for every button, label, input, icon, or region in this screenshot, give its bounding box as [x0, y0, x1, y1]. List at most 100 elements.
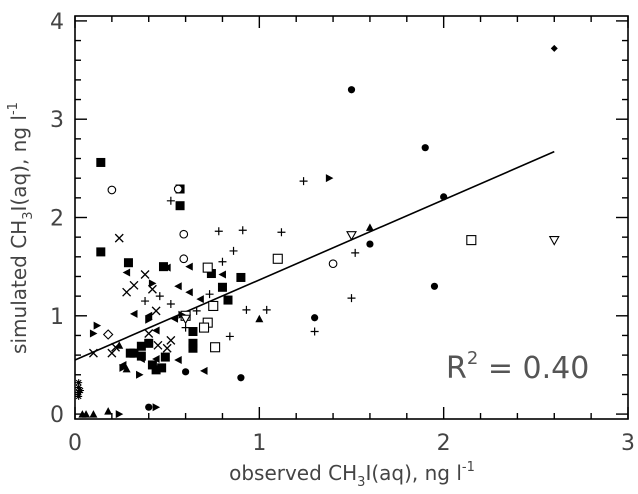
triangle-left-point: [218, 270, 226, 279]
plus-point: [155, 292, 164, 301]
y-tick-label: 4: [50, 10, 64, 35]
axis-ticks: [74, 16, 629, 419]
square-open-point: [210, 342, 221, 353]
x-axis-title: observed CH3I(aq), ng l-1: [229, 460, 475, 490]
triangle-down-point: [548, 236, 560, 246]
r2-superscript: 2: [467, 348, 478, 369]
triangle-down-point: [180, 314, 192, 325]
square-filled-point: [144, 338, 154, 348]
triangle-right-point: [115, 410, 124, 419]
plus-point: [229, 246, 238, 255]
triangle-down-point: [346, 231, 357, 241]
square-filled-point: [206, 269, 216, 279]
triangle-left-point: [152, 355, 160, 364]
plus-point: [225, 332, 234, 341]
y-title-subscript: 3: [21, 212, 36, 220]
square-filled-point: [157, 363, 167, 373]
square-filled-point: [188, 327, 198, 337]
triangle-left-point: [129, 309, 138, 318]
square-open-point: [272, 253, 283, 264]
plus-point: [166, 299, 175, 308]
axis-tick-labels: 0 1 2 3 0 1 2 3 4: [50, 10, 635, 456]
circle-filled-point: [237, 374, 245, 382]
plus-point: [141, 297, 150, 306]
circle-filled-point: [440, 193, 448, 201]
plus-point: [214, 227, 223, 236]
triangle-left-point: [196, 295, 204, 304]
plus-point: [166, 196, 175, 205]
square-filled-point: [188, 338, 198, 348]
y-title-superscript: -1: [6, 102, 21, 115]
square-open-point: [202, 262, 213, 273]
plus-point: [262, 305, 271, 314]
plus-point: [310, 327, 319, 336]
y-axis-title: simulated CH3I(aq), ng l-1: [6, 102, 36, 354]
square-filled-point: [151, 365, 161, 375]
plus-point: [238, 226, 247, 235]
square-filled-point: [136, 341, 146, 351]
square-filled-point: [96, 157, 106, 167]
triangle-left-point: [144, 311, 153, 320]
star-point: [75, 384, 83, 392]
plus-point: [242, 305, 251, 314]
r2-base: R: [446, 351, 467, 386]
triangle-up-point: [115, 341, 124, 349]
x-point: [144, 329, 154, 338]
triangle-right-point: [148, 279, 157, 288]
x-title-superscript: -1: [462, 460, 475, 475]
x-point: [114, 233, 124, 243]
x-title-subscript: 3: [357, 475, 365, 490]
square-filled-point: [188, 343, 198, 353]
square-filled-point: [223, 295, 233, 305]
square-filled-point: [147, 360, 157, 370]
triangle-left-point: [200, 366, 208, 375]
triangle-left-point: [163, 263, 171, 272]
triangle-right-point: [145, 315, 153, 324]
circle-filled-point: [421, 144, 429, 152]
triangle-left-point: [185, 262, 193, 271]
circle-open-point: [328, 259, 338, 269]
triangle-up-point: [82, 410, 91, 418]
circle-filled-point: [182, 368, 190, 376]
square-filled-point: [175, 201, 185, 211]
plus-point: [205, 290, 214, 299]
y-tick-label: 0: [50, 403, 64, 428]
plus-point: [299, 177, 308, 186]
triangle-left-point: [137, 355, 145, 364]
diamond-filled-point: [550, 44, 558, 52]
triangle-up-point: [255, 314, 264, 323]
triangle-up-point: [365, 223, 374, 231]
square-filled-point: [217, 282, 227, 292]
y-title-prefix: simulated CH: [7, 220, 31, 354]
circle-filled-point: [366, 240, 374, 248]
y-tick-label: 3: [50, 108, 64, 133]
triangle-right-point: [119, 363, 127, 372]
plus-point: [347, 294, 356, 303]
star-point: [75, 392, 83, 400]
triangle-left-point: [122, 268, 131, 277]
triangle-up-point: [104, 407, 113, 415]
plus-point: [277, 228, 286, 237]
x-point: [153, 340, 163, 350]
plus-point: [218, 257, 227, 266]
square-filled-point: [160, 352, 170, 362]
triangle-up-point: [122, 364, 131, 373]
circle-filled-point: [311, 314, 319, 322]
x-title-prefix: observed CH: [229, 461, 357, 485]
triangle-right-point: [89, 329, 98, 338]
diamond-open-point: [102, 329, 114, 340]
triangle-right-point: [152, 403, 161, 412]
star-point: [75, 379, 83, 387]
plus-point: [181, 323, 190, 332]
x-point: [166, 335, 176, 345]
triangle-right-point: [325, 174, 334, 183]
data-points: [75, 44, 560, 419]
triangle-right-point: [93, 321, 102, 330]
r2-rest: = 0.40: [478, 351, 589, 386]
circle-open-point: [107, 185, 117, 195]
x-point: [122, 287, 132, 297]
x-point: [88, 348, 98, 358]
circle-filled-point: [347, 86, 356, 94]
square-filled-point: [136, 351, 146, 361]
circle-open-point: [173, 184, 183, 194]
